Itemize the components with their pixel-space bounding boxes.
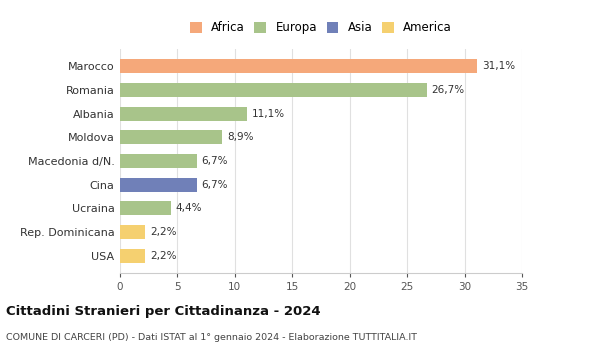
Bar (120, 177, 197, 192)
Bar (120, 201, 170, 216)
Text: COMUNE DI CARCERI (PD) - Dati ISTAT al 1° gennaio 2024 - Elaborazione TUTTITALIA: COMUNE DI CARCERI (PD) - Dati ISTAT al 1… (6, 332, 417, 342)
Legend: Africa, Europa, Asia, America: Africa, Europa, Asia, America (190, 21, 452, 34)
Bar (120, 59, 477, 74)
Text: 6,7%: 6,7% (202, 180, 228, 190)
Bar (120, 106, 247, 121)
Bar (120, 248, 145, 263)
Text: 6,7%: 6,7% (202, 156, 228, 166)
Text: 2,2%: 2,2% (150, 251, 176, 261)
Bar (120, 83, 427, 97)
Text: Cittadini Stranieri per Cittadinanza - 2024: Cittadini Stranieri per Cittadinanza - 2… (6, 304, 320, 317)
Text: 26,7%: 26,7% (431, 85, 464, 95)
Text: 31,1%: 31,1% (482, 61, 515, 71)
Text: 11,1%: 11,1% (252, 108, 285, 119)
Text: 2,2%: 2,2% (150, 227, 176, 237)
Bar (120, 225, 145, 239)
Text: 8,9%: 8,9% (227, 132, 253, 142)
Bar (120, 154, 197, 168)
Bar (120, 130, 222, 145)
Text: 4,4%: 4,4% (175, 203, 202, 214)
